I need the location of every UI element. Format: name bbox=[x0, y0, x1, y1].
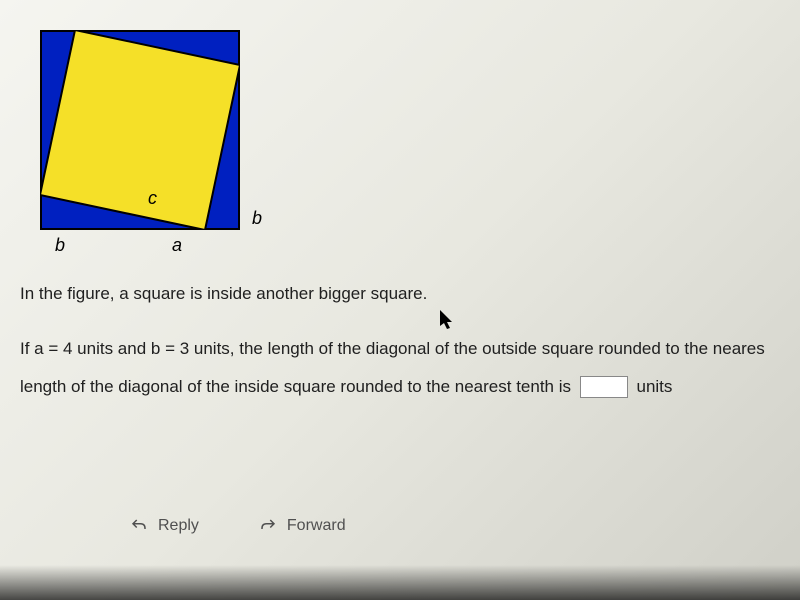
q1-text: If a = 4 units and b = 3 units, the leng… bbox=[20, 339, 765, 358]
label-b-left: b bbox=[55, 235, 65, 256]
geometry-figure: c b b a bbox=[20, 20, 260, 260]
problem-statement: In the figure, a square is inside anothe… bbox=[20, 275, 780, 405]
q2-text: length of the diagonal of the inside squ… bbox=[20, 377, 571, 396]
forward-button[interactable]: Forward bbox=[259, 517, 346, 535]
answer-input-box[interactable] bbox=[580, 376, 628, 398]
reply-label: Reply bbox=[158, 517, 199, 535]
reply-button[interactable]: Reply bbox=[130, 517, 199, 535]
question-line-1: If a = 4 units and b = 3 units, the leng… bbox=[20, 330, 780, 367]
forward-icon bbox=[259, 517, 277, 535]
screen-bottom-edge bbox=[0, 565, 800, 600]
email-actions: Reply Forward bbox=[130, 517, 346, 535]
label-c: c bbox=[148, 188, 157, 209]
label-b-right: b bbox=[252, 208, 262, 229]
units-label: units bbox=[636, 377, 672, 396]
intro-text: In the figure, a square is inside anothe… bbox=[20, 275, 780, 312]
label-a: a bbox=[172, 235, 182, 256]
reply-icon bbox=[130, 517, 148, 535]
mouse-cursor bbox=[440, 310, 456, 332]
inner-square bbox=[40, 30, 240, 230]
question-line-2: length of the diagonal of the inside squ… bbox=[20, 368, 780, 405]
forward-label: Forward bbox=[287, 517, 346, 535]
